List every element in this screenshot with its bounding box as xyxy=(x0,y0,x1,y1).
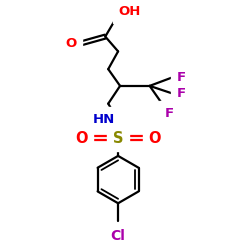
Text: O: O xyxy=(75,131,88,146)
Text: HN: HN xyxy=(93,113,115,126)
Text: F: F xyxy=(164,106,173,120)
Text: Cl: Cl xyxy=(111,229,126,243)
Text: F: F xyxy=(176,70,186,84)
Text: F: F xyxy=(176,87,186,100)
Text: OH: OH xyxy=(118,5,141,18)
Text: O: O xyxy=(149,131,161,146)
Text: S: S xyxy=(113,131,123,146)
Text: O: O xyxy=(66,37,77,50)
